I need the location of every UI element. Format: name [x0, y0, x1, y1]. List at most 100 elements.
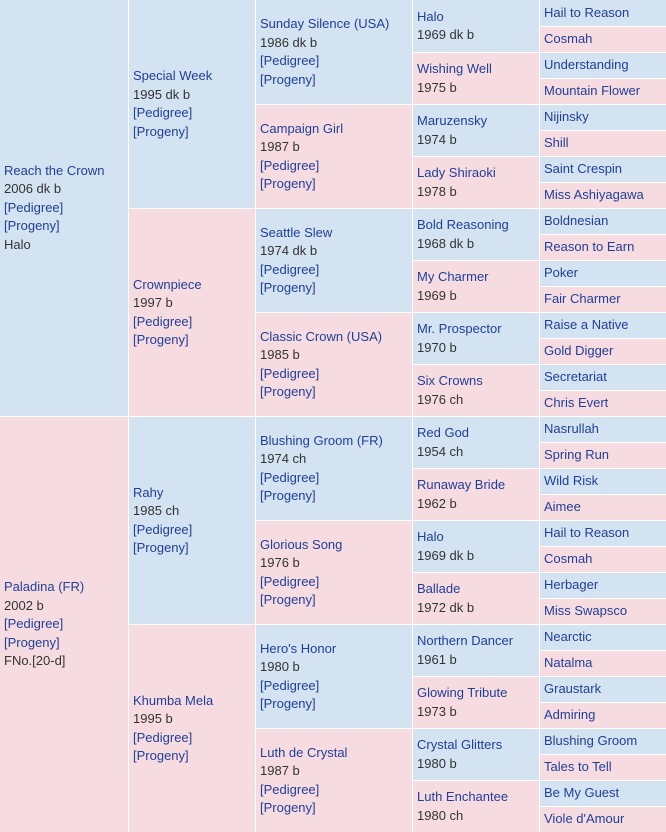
horse-name[interactable]: Maruzensky: [417, 113, 488, 128]
horse-name[interactable]: Cosmah: [544, 31, 593, 47]
horse-note: FNo.[20-d]: [4, 653, 66, 669]
horse-link[interactable]: [Pedigree]: [4, 199, 64, 215]
horse-link[interactable]: [Pedigree]: [133, 105, 193, 120]
horse-link[interactable]: [Progeny]: [4, 218, 60, 234]
horse-link[interactable]: [Pedigree]: [260, 365, 320, 381]
horse-link[interactable]: [Progeny]: [260, 384, 316, 399]
horse-link[interactable]: [Pedigree]: [260, 261, 320, 277]
horse-link[interactable]: [Progeny]: [260, 280, 316, 295]
horse-name[interactable]: Luth Enchantee: [417, 789, 509, 804]
horse-name[interactable]: Admiring: [544, 707, 596, 723]
horse-name[interactable]: Poker: [544, 265, 578, 281]
horse-link[interactable]: [Pedigree]: [260, 469, 320, 485]
horse-name[interactable]: Blushing Groom: [544, 733, 638, 749]
horse-link[interactable]: [Progeny]: [260, 800, 316, 815]
horse-name[interactable]: Halo: [417, 529, 444, 544]
horse-link[interactable]: [Pedigree]: [260, 677, 320, 693]
horse-name[interactable]: Bold Reasoning: [417, 217, 509, 232]
horse-name[interactable]: Saint Crespin: [544, 161, 623, 177]
horse-link[interactable]: [Pedigree]: [260, 157, 320, 173]
horse-name[interactable]: Crystal Glitters: [417, 737, 503, 752]
horse-name[interactable]: Hail to Reason: [544, 525, 630, 541]
horse-name[interactable]: Red God: [417, 425, 470, 440]
horse-name[interactable]: Campaign Girl: [260, 120, 344, 136]
horse-link[interactable]: [Pedigree]: [133, 729, 193, 745]
horse-name[interactable]: Mr. Prospector: [417, 321, 502, 336]
horse-name[interactable]: Classic Crown (USA): [260, 328, 383, 344]
horse-name[interactable]: Fair Charmer: [544, 291, 621, 307]
horse-name[interactable]: Rahy: [133, 484, 164, 500]
horse-link[interactable]: [Progeny]: [133, 748, 189, 763]
horse-link[interactable]: [Progeny]: [4, 634, 60, 650]
horse-link[interactable]: [Progeny]: [133, 123, 189, 139]
horse-cell: Luth de Crystal 1987 b [Pedigree] [Progeny]: [256, 729, 412, 832]
horse-name[interactable]: Gold Digger: [544, 343, 614, 359]
horse-cell: Maruzensky 1974 b: [413, 105, 539, 156]
horse-name[interactable]: Wild Risk: [544, 473, 599, 489]
horse-year: 1974 ch: [260, 451, 307, 466]
horse-name[interactable]: Chris Evert: [544, 395, 609, 411]
horse-link[interactable]: [Pedigree]: [133, 313, 193, 329]
horse-name[interactable]: Luth de Crystal: [260, 744, 348, 760]
horse-link[interactable]: [Progeny]: [133, 540, 189, 555]
horse-link[interactable]: [Pedigree]: [260, 573, 320, 589]
horse-link[interactable]: [Progeny]: [260, 488, 316, 503]
horse-cell: Shill: [540, 131, 666, 156]
horse-name[interactable]: Be My Guest: [544, 785, 620, 801]
horse-name[interactable]: Blushing Groom (FR): [260, 432, 383, 448]
horse-name[interactable]: Boldnesian: [544, 213, 609, 229]
horse-link[interactable]: [Progeny]: [260, 71, 316, 87]
horse-name[interactable]: Glowing Tribute: [417, 685, 508, 700]
horse-name[interactable]: My Charmer: [417, 269, 489, 284]
horse-name[interactable]: Mountain Flower: [544, 83, 641, 99]
horse-name[interactable]: Glorious Song: [260, 536, 343, 552]
horse-link[interactable]: [Pedigree]: [260, 53, 320, 68]
horse-name[interactable]: Ballade: [417, 581, 461, 596]
horse-cell: Fair Charmer: [540, 287, 666, 312]
horse-name[interactable]: Khumba Mela: [133, 692, 214, 708]
horse-year: 1962 b: [417, 495, 457, 511]
horse-name[interactable]: Natalma: [544, 655, 593, 671]
horse-name[interactable]: Hero's Honor: [260, 640, 337, 656]
horse-name[interactable]: Viole d'Amour: [544, 811, 625, 827]
horse-name[interactable]: Miss Swapsco: [544, 603, 628, 619]
horse-name[interactable]: Shill: [544, 135, 569, 151]
horse-name[interactable]: Paladina (FR): [4, 579, 85, 595]
horse-link[interactable]: [Progeny]: [133, 332, 189, 347]
horse-year: 1970 b: [417, 339, 457, 355]
horse-link[interactable]: [Progeny]: [260, 176, 316, 191]
horse-name[interactable]: Herbager: [544, 577, 599, 593]
horse-name[interactable]: Northern Dancer: [417, 633, 514, 648]
horse-name[interactable]: Seattle Slew: [260, 224, 333, 240]
horse-name[interactable]: Graustark: [544, 681, 602, 697]
horse-name[interactable]: Runaway Bride: [417, 477, 506, 492]
horse-name[interactable]: Tales to Tell: [544, 759, 612, 775]
horse-name[interactable]: Lady Shiraoki: [417, 165, 496, 180]
horse-name[interactable]: Nijinsky: [544, 109, 589, 125]
horse-name[interactable]: Crownpiece: [133, 276, 202, 292]
horse-name[interactable]: Special Week: [133, 68, 213, 83]
horse-name[interactable]: Wishing Well: [417, 61, 492, 76]
horse-name[interactable]: Spring Run: [544, 447, 610, 463]
horse-name[interactable]: Nasrullah: [544, 421, 599, 437]
horse-cell: Wishing Well 1975 b: [413, 53, 539, 104]
horse-link[interactable]: [Progeny]: [260, 696, 316, 711]
horse-link[interactable]: [Progeny]: [260, 592, 316, 607]
horse-name[interactable]: Aimee: [544, 499, 581, 515]
horse-name[interactable]: Hail to Reason: [544, 4, 630, 20]
horse-link[interactable]: [Pedigree]: [4, 616, 64, 632]
horse-name[interactable]: Raise a Native: [544, 317, 629, 333]
horse-name[interactable]: Secretariat: [544, 369, 607, 385]
horse-cell: Glorious Song 1976 b [Pedigree] [Progeny]: [256, 521, 412, 624]
horse-link[interactable]: [Pedigree]: [260, 781, 320, 797]
horse-name[interactable]: Reach the Crown: [4, 162, 105, 178]
horse-name[interactable]: Understanding: [544, 57, 629, 73]
horse-name[interactable]: Cosmah: [544, 551, 593, 567]
horse-link[interactable]: [Pedigree]: [133, 521, 193, 537]
horse-name[interactable]: Nearctic: [544, 629, 592, 645]
horse-name[interactable]: Six Crowns: [417, 373, 483, 388]
horse-name[interactable]: Reason to Earn: [544, 239, 635, 255]
horse-name[interactable]: Halo: [417, 8, 444, 24]
horse-name[interactable]: Miss Ashiyagawa: [544, 187, 644, 203]
horse-name[interactable]: Sunday Silence (USA): [260, 16, 390, 31]
